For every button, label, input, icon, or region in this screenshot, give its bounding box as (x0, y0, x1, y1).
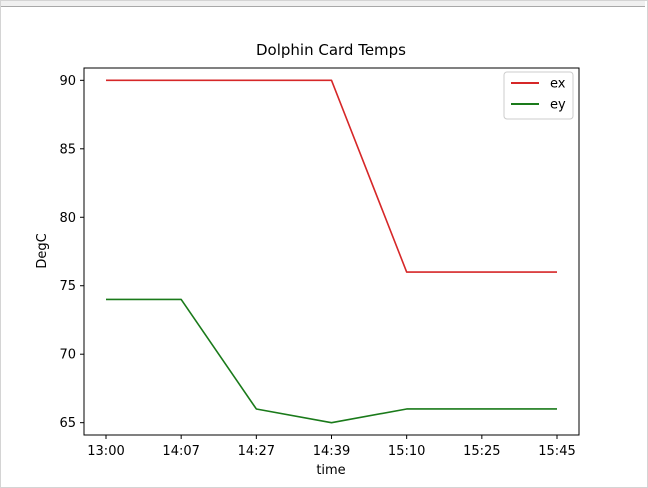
legend-label-ex: ex (550, 77, 566, 92)
y-tick-label: 85 (59, 142, 76, 157)
x-tick-label: 15:10 (388, 444, 425, 459)
x-axis: 13:00 14:07 14:27 14:39 15:10 15:25 15:45 (87, 435, 576, 459)
y-tick-label: 80 (59, 211, 76, 226)
y-axis-label: DegC (35, 233, 50, 268)
chart-title: Dolphin Card Temps (256, 41, 406, 59)
x-tick-label: 14:27 (238, 444, 275, 459)
y-tick-label: 90 (59, 74, 76, 89)
x-tick-label: 15:45 (538, 444, 575, 459)
x-tick-label: 14:39 (313, 444, 350, 459)
x-tick-label: 13:00 (87, 444, 124, 459)
y-tick-label: 65 (59, 416, 76, 431)
series-line-ex (106, 79, 557, 273)
series-line-ey (106, 298, 557, 424)
legend-label-ey: ey (550, 98, 566, 113)
y-tick-label: 75 (59, 279, 76, 294)
x-tick-label: 14:07 (162, 444, 199, 459)
window-top-border (1, 1, 645, 7)
y-tick-label: 70 (59, 348, 76, 363)
plot-area (83, 67, 580, 436)
x-axis-label: time (316, 463, 345, 478)
y-axis: 65 70 75 80 85 90 (59, 74, 84, 431)
legend: ex ey (503, 71, 574, 120)
x-tick-label: 15:25 (463, 444, 500, 459)
series-lines (106, 79, 557, 424)
